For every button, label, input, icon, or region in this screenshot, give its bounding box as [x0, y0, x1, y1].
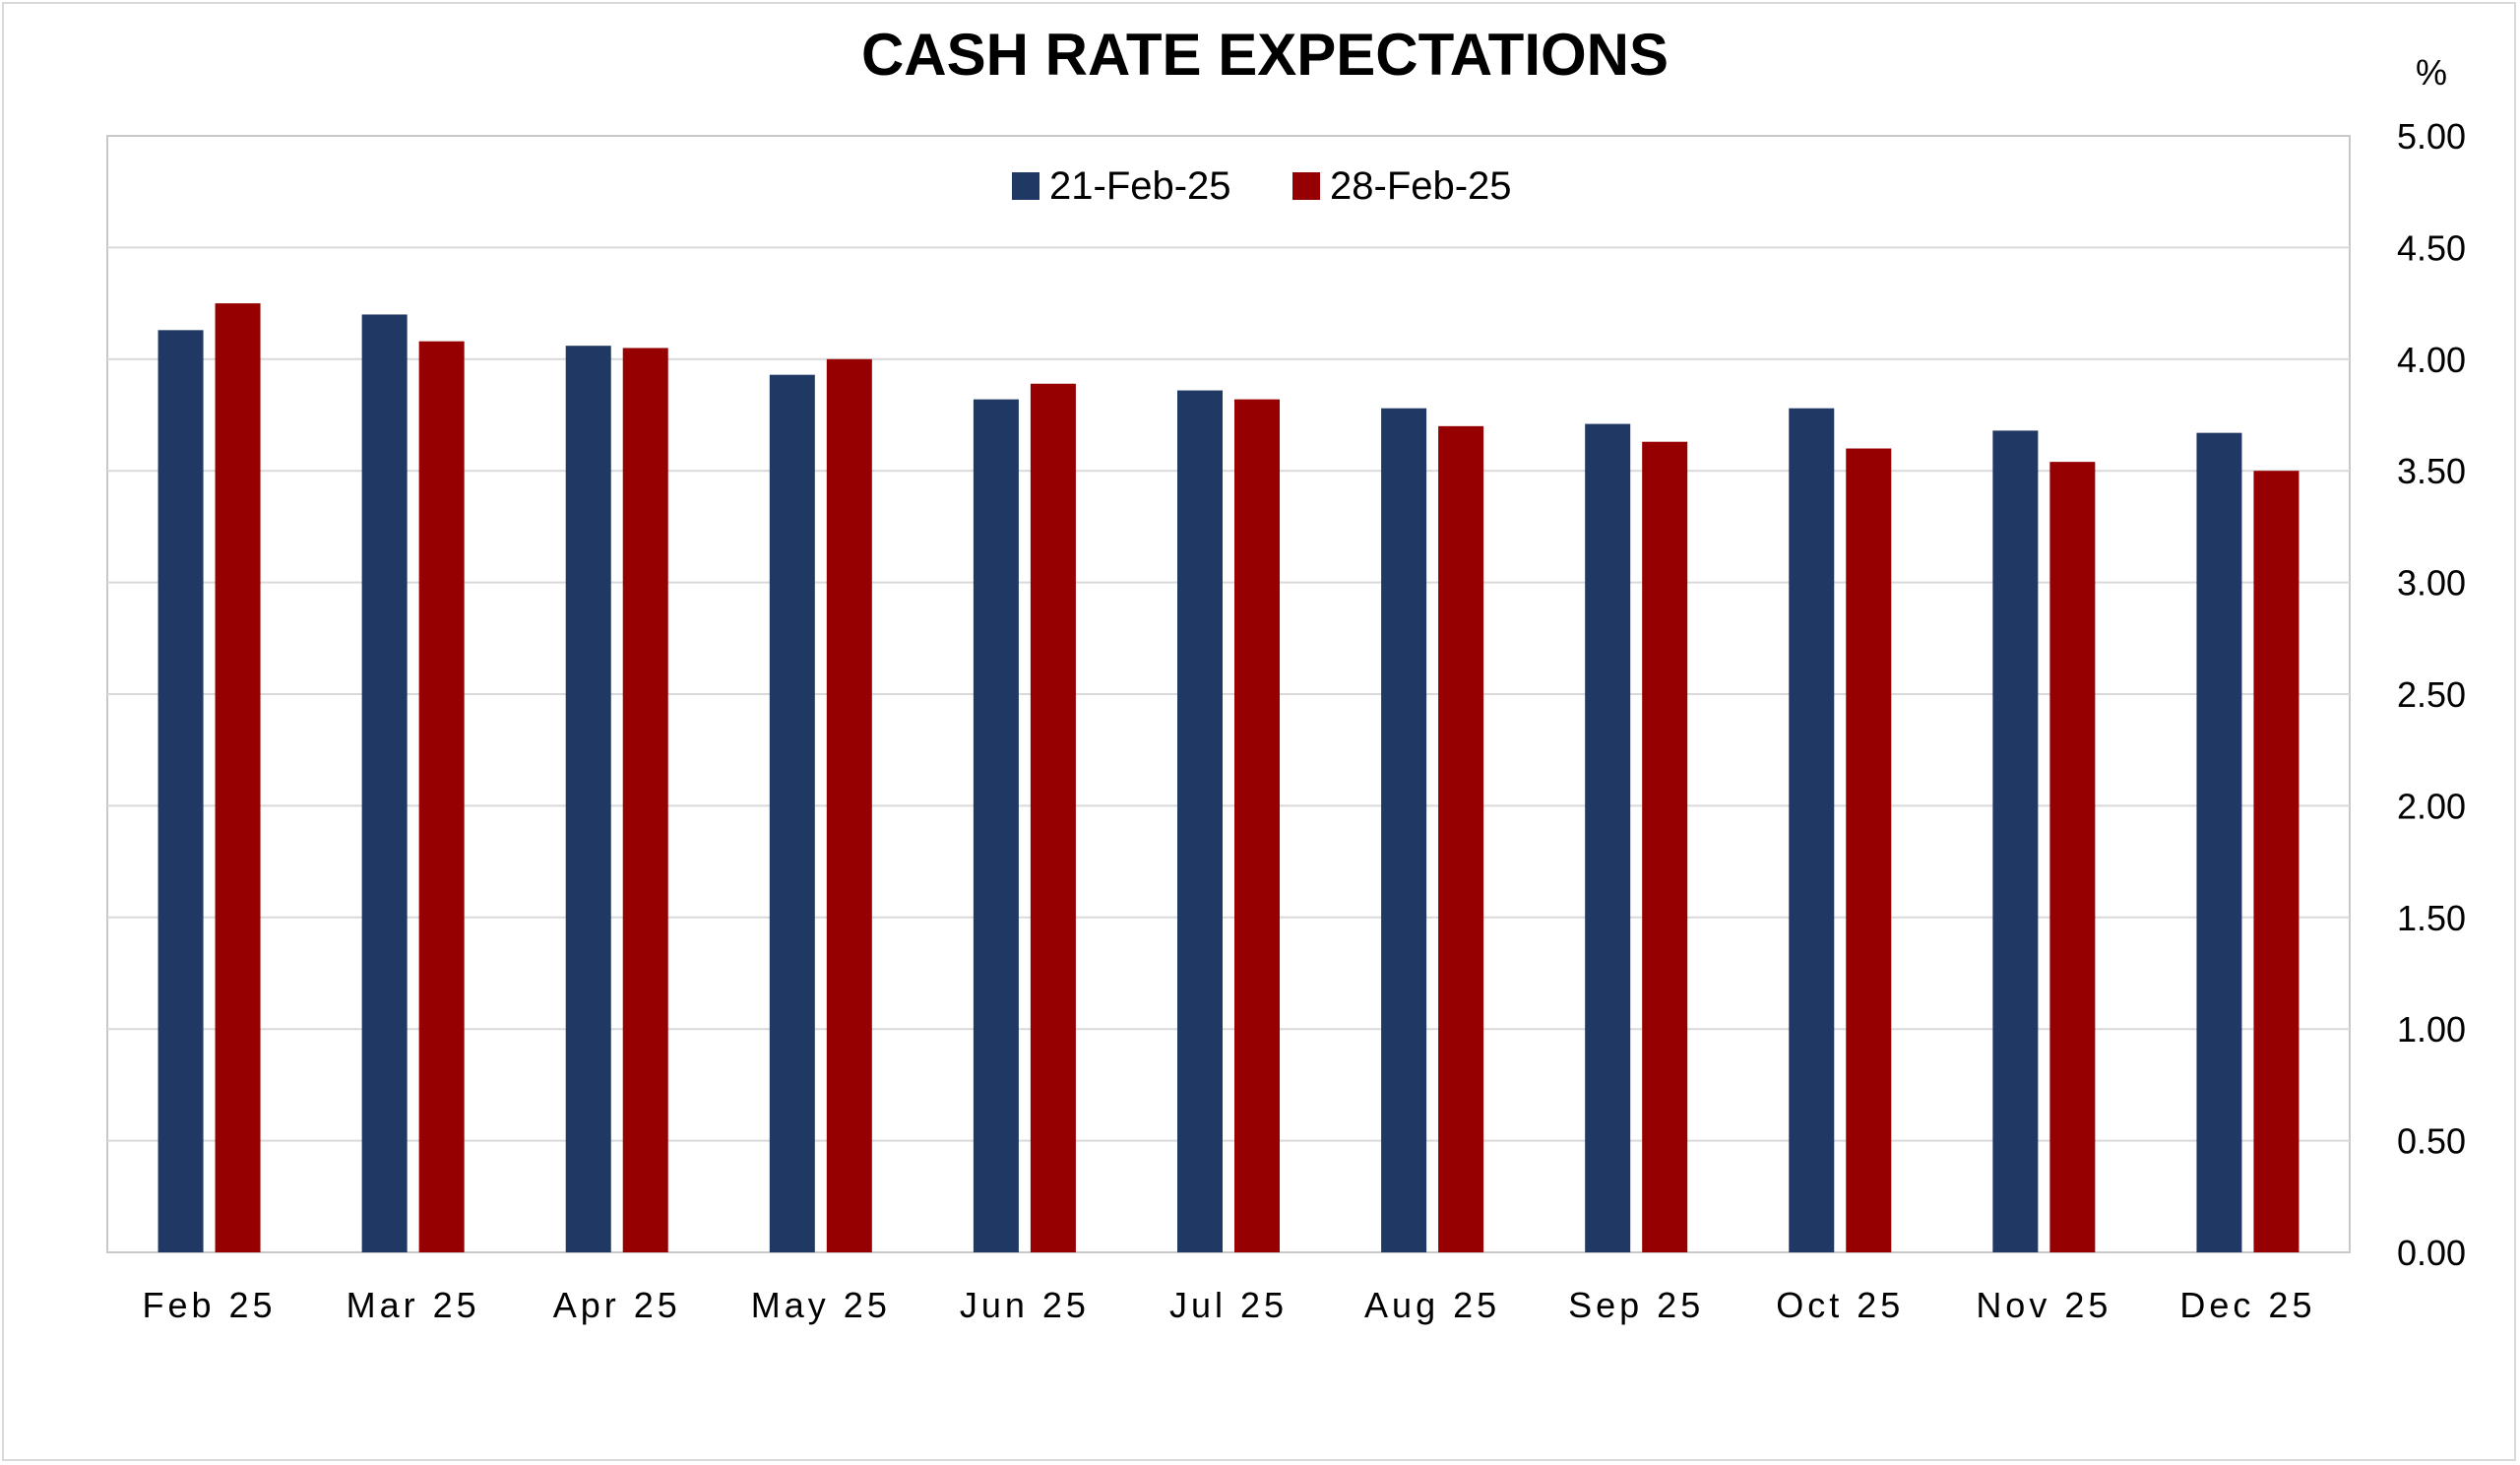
y-tick-label: 0.50 [2397, 1121, 2466, 1162]
x-tick-label: Feb 25 [143, 1285, 277, 1325]
legend-label: 28-Feb-25 [1330, 164, 1512, 208]
y-tick-label: 0.00 [2397, 1233, 2466, 1273]
bar-series-1 [361, 314, 408, 1252]
bar-series-2 [1438, 425, 1484, 1253]
bar-series-1 [1381, 408, 1427, 1252]
bar-series-2 [1030, 383, 1076, 1252]
x-tick-label: May 25 [751, 1285, 891, 1325]
y-tick-label: 2.50 [2397, 674, 2466, 715]
legend-swatch [1012, 172, 1040, 200]
y-tick-label: 3.00 [2397, 563, 2466, 604]
x-tick-label: Dec 25 [2179, 1285, 2315, 1325]
bar-series-2 [1642, 441, 1688, 1252]
y-tick-label: 1.50 [2397, 898, 2466, 938]
bar-series-1 [2196, 432, 2242, 1252]
bar-series-2 [418, 341, 465, 1252]
y-tick-label: 2.00 [2397, 786, 2466, 826]
legend-label: 21-Feb-25 [1049, 164, 1231, 208]
x-tick-label: Sep 25 [1568, 1285, 1704, 1325]
chart-title: CASH RATE EXPECTATIONS [861, 22, 1669, 88]
y-tick-label: 5.00 [2397, 116, 2466, 157]
y-tick-label: 1.00 [2397, 1009, 2466, 1050]
x-tick-label: Oct 25 [1776, 1285, 1904, 1325]
bars [158, 303, 2300, 1253]
gridlines [107, 246, 2350, 1142]
bar-series-1 [565, 346, 611, 1252]
bar-series-1 [769, 374, 815, 1252]
bar-series-1 [1177, 390, 1223, 1252]
bar-series-2 [1234, 399, 1280, 1252]
bar-series-1 [1789, 408, 1835, 1252]
bar-series-2 [622, 348, 668, 1253]
y-axis-unit-label: % [2416, 52, 2447, 93]
x-tick-label: Mar 25 [346, 1285, 480, 1325]
bar-series-2 [826, 358, 872, 1252]
bar-series-1 [158, 330, 204, 1252]
bar-series-2 [215, 303, 261, 1253]
y-tick-label: 4.00 [2397, 340, 2466, 380]
y-tick-label: 4.50 [2397, 227, 2466, 268]
bar-series-2 [1846, 448, 1892, 1252]
legend: 21-Feb-25 28-Feb-25 [1012, 164, 1512, 208]
bar-series-1 [1992, 430, 2039, 1253]
legend-swatch [1292, 172, 1320, 200]
bar-series-1 [973, 399, 1019, 1252]
y-axis-ticks: 0.00 0.50 1.00 1.50 2.00 2.50 3.00 3.50 4.00 4.50… [2397, 116, 2466, 1273]
x-tick-label: Jun 25 [960, 1285, 1090, 1325]
x-tick-label: Aug 25 [1364, 1285, 1500, 1325]
bar-series-2 [2253, 471, 2300, 1252]
y-tick-label: 3.50 [2397, 451, 2466, 491]
bar-series-1 [1585, 423, 1631, 1252]
x-tick-label: Jul 25 [1169, 1285, 1288, 1325]
x-tick-label: Nov 25 [1976, 1285, 2111, 1325]
bar-series-2 [2049, 462, 2096, 1252]
x-tick-label: Apr 25 [553, 1285, 681, 1325]
x-axis-labels: Feb 25 Mar 25 Apr 25 May 25 Jun 25 Jul 25 Aug … [143, 1285, 2315, 1325]
